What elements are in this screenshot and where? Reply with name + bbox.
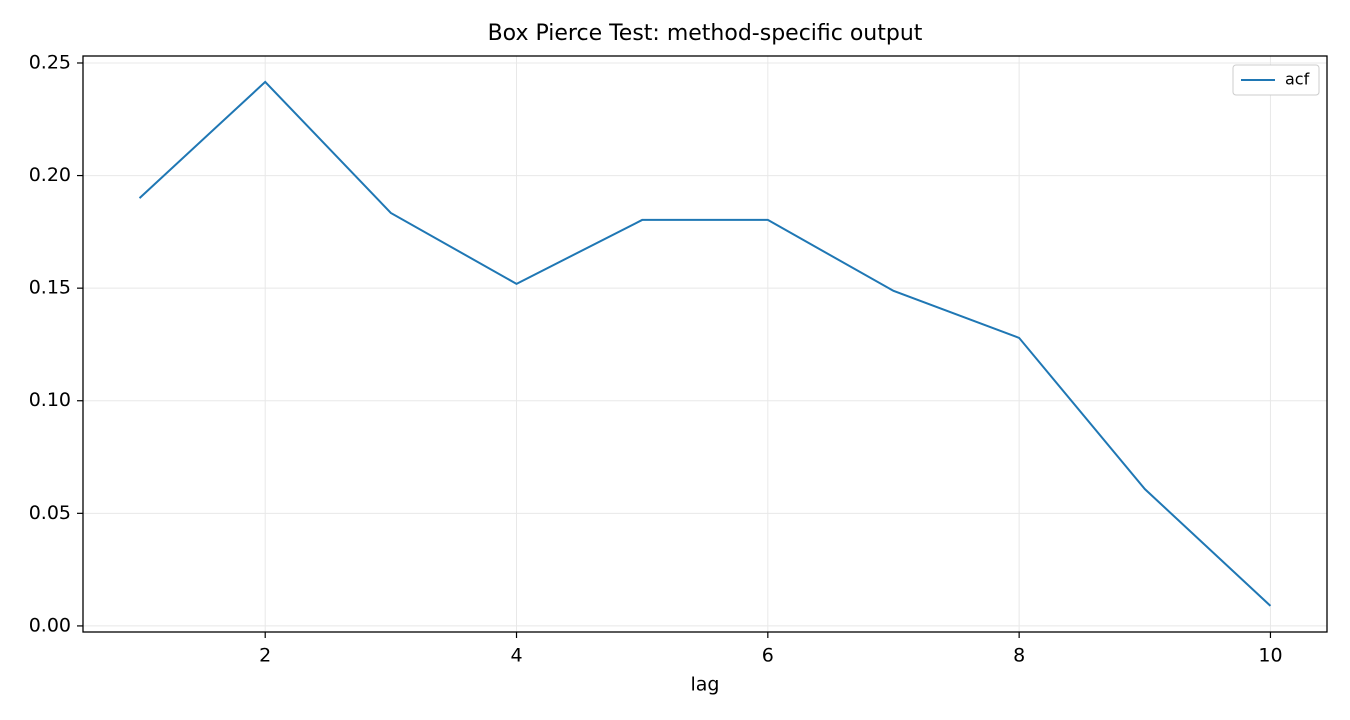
legend-box xyxy=(1232,64,1320,96)
y-tick-label: 0.10 xyxy=(29,389,71,411)
plot-frame xyxy=(82,55,1328,633)
x-tick-label: 6 xyxy=(762,645,774,667)
x-tick-label: 2 xyxy=(259,645,271,667)
y-tick-label: 0.15 xyxy=(29,277,71,299)
x-tick-label: 4 xyxy=(510,645,522,667)
x-tick-label: 10 xyxy=(1258,645,1282,667)
y-tick-label: 0.25 xyxy=(29,51,71,73)
legend: acf xyxy=(1232,64,1320,96)
plot xyxy=(138,80,1272,607)
x-axis-label: lag xyxy=(691,674,720,696)
line-series xyxy=(138,80,1272,607)
grid xyxy=(83,56,1327,632)
y-tick-label: 0.00 xyxy=(29,614,71,636)
axes: 0.00 0.05 0.10 0.15 0.20 0.25 2 4 6 8 10 xyxy=(29,51,1283,666)
x-tick-label: 8 xyxy=(1013,645,1025,667)
y-tick-label: 0.05 xyxy=(29,502,71,524)
legend-label: acf xyxy=(1285,70,1310,89)
chart-title: Box Pierce Test: method-specific output xyxy=(488,21,923,46)
y-tick-label: 0.20 xyxy=(29,164,71,186)
